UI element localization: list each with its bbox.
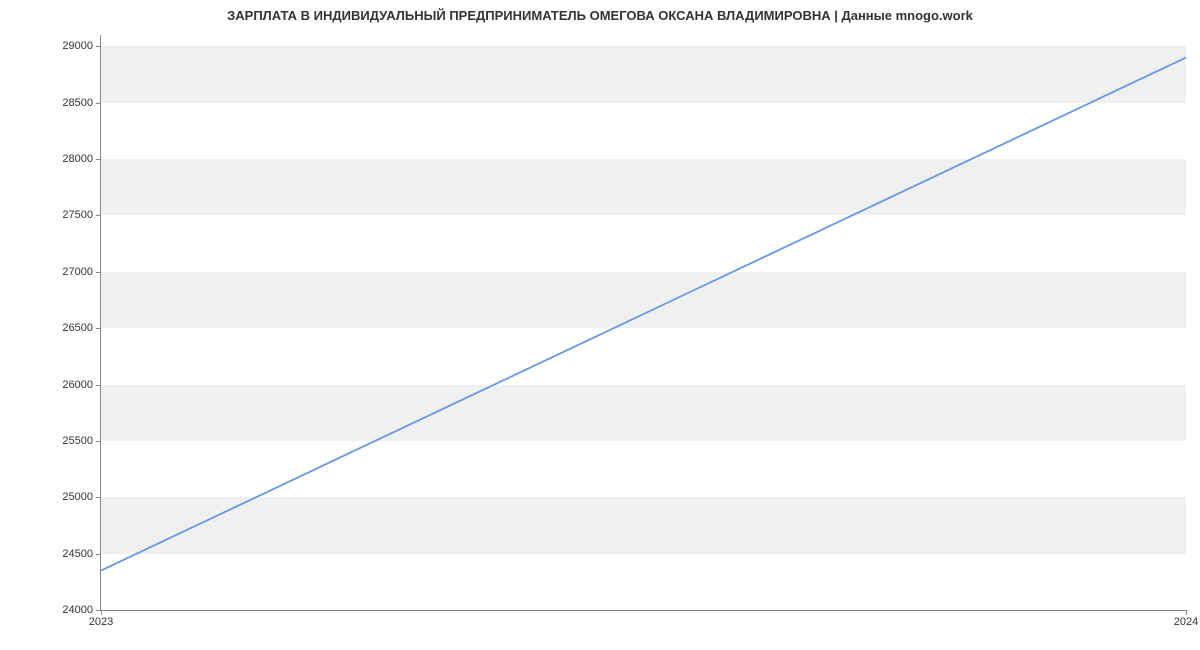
series-line [101,58,1186,571]
chart-title: ЗАРПЛАТА В ИНДИВИДУАЛЬНЫЙ ПРЕДПРИНИМАТЕЛ… [0,8,1200,23]
chart-svg [101,35,1186,610]
x-tick-mark [101,610,102,615]
x-tick-mark [1186,610,1187,615]
plot-area: 2400024500250002550026000265002700027500… [100,35,1186,611]
